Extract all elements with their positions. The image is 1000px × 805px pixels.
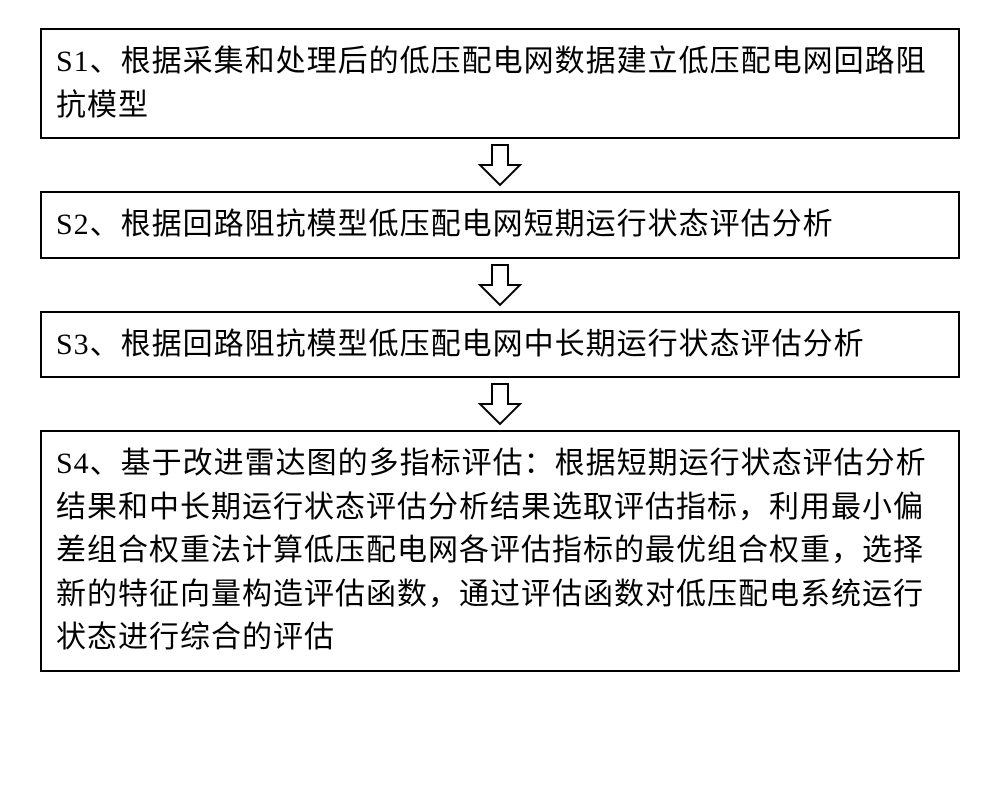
flow-step-s1: S1、根据采集和处理后的低压配电网数据建立低压配电网回路阻抗模型 xyxy=(40,28,960,139)
flow-step-s2: S2、根据回路阻抗模型低压配电网短期运行状态评估分析 xyxy=(40,191,960,259)
flow-step-s4: S4、基于改进雷达图的多指标评估：根据短期运行状态评估分析结果和中长期运行状态评… xyxy=(40,430,960,672)
down-arrow-icon xyxy=(476,143,524,187)
down-arrow-icon xyxy=(476,263,524,307)
flow-step-text: S3、根据回路阻抗模型低压配电网中长期运行状态评估分析 xyxy=(56,328,865,361)
flow-step-text: S1、根据采集和处理后的低压配电网数据建立低压配电网回路阻抗模型 xyxy=(56,45,927,122)
down-arrow-icon xyxy=(476,382,524,426)
flow-step-text: S4、基于改进雷达图的多指标评估：根据短期运行状态评估分析结果和中长期运行状态评… xyxy=(56,447,927,654)
flow-step-text: S2、根据回路阻抗模型低压配电网短期运行状态评估分析 xyxy=(56,208,834,241)
arrow-1 xyxy=(476,139,524,191)
flow-step-s3: S3、根据回路阻抗模型低压配电网中长期运行状态评估分析 xyxy=(40,311,960,379)
arrow-2 xyxy=(476,259,524,311)
arrow-3 xyxy=(476,378,524,430)
